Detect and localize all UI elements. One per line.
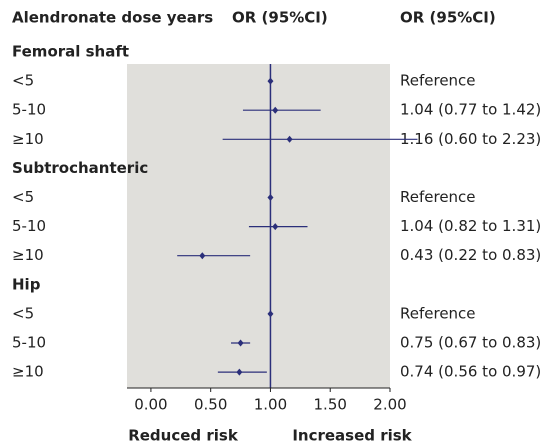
column-header: Alendronate dose years <box>12 9 213 27</box>
value-label: 0.75 (0.67 to 0.83) <box>400 334 541 352</box>
point-estimate <box>236 368 243 376</box>
x-tick-label: 1.50 <box>314 396 347 414</box>
group-label: Hip <box>12 275 41 293</box>
value-label: 0.43 (0.22 to 0.83) <box>400 246 541 264</box>
point-estimate <box>272 223 279 231</box>
point-estimate <box>237 339 244 347</box>
x-tick-label: 2.00 <box>373 396 406 414</box>
value-label: 1.04 (0.77 to 1.42) <box>400 101 541 119</box>
column-header: OR (95%CI) <box>232 9 328 27</box>
point-estimate <box>286 135 293 143</box>
point-estimate <box>199 252 206 260</box>
x-tick-label: 0.50 <box>194 396 227 414</box>
row-label: <5 <box>12 188 34 206</box>
x-tick-label: 0.00 <box>134 396 167 414</box>
point-estimate <box>272 106 279 114</box>
value-label: Reference <box>400 188 476 206</box>
row-label: <5 <box>12 72 34 90</box>
point-estimate <box>267 77 274 85</box>
row-label: ≥10 <box>12 246 44 264</box>
annotation: Reduced risk <box>128 427 239 445</box>
point-estimate <box>267 194 274 201</box>
point-estimate <box>267 310 274 318</box>
column-header: OR (95%CI) <box>400 9 496 27</box>
group-label: Subtrochanteric <box>12 159 148 177</box>
x-tick-label: 1.00 <box>254 396 287 414</box>
row-label: 5-10 <box>12 217 46 235</box>
value-label: 1.04 (0.82 to 1.31) <box>400 217 541 235</box>
value-label: 0.74 (0.56 to 0.97) <box>400 363 541 381</box>
annotation: Increased risk <box>292 427 412 445</box>
row-label: <5 <box>12 304 34 322</box>
value-label: Reference <box>400 304 476 322</box>
group-label: Femoral shaft <box>12 43 129 61</box>
row-label: ≥10 <box>12 363 44 381</box>
value-label: 1.16 (0.60 to 2.23) <box>400 130 541 148</box>
value-label: Reference <box>400 72 476 90</box>
row-label: 5-10 <box>12 101 46 119</box>
row-label: ≥10 <box>12 130 44 148</box>
row-label: 5-10 <box>12 334 46 352</box>
